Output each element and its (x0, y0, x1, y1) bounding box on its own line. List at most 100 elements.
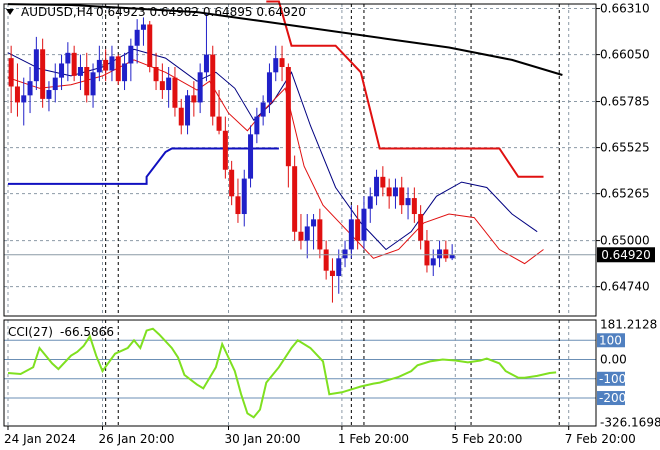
candle (52, 63, 58, 103)
candle-body (178, 107, 184, 126)
candle (46, 81, 52, 112)
candle-body (285, 67, 291, 167)
candle-body (266, 72, 272, 103)
price-axis-label: 0.65785 (600, 95, 650, 109)
candle (342, 240, 348, 268)
current-price-value: 0.64920 (601, 248, 651, 262)
price-axis-label: 0.64740 (600, 280, 650, 294)
candle (241, 169, 247, 227)
candle (355, 205, 361, 250)
candle-body (304, 226, 310, 241)
trailing-stop-low (8, 147, 279, 185)
cci-axis-label: -100 (599, 372, 626, 386)
candle (40, 38, 46, 108)
candle (8, 45, 14, 114)
candle-body (424, 240, 430, 266)
candle (134, 19, 140, 64)
candle (279, 45, 285, 82)
cci-grid (4, 320, 596, 426)
current-price-box (597, 247, 655, 263)
candle-body (77, 67, 83, 76)
candle-body (292, 166, 298, 232)
cci-level-tag (597, 391, 625, 406)
candle-body (229, 169, 235, 197)
event-lines (105, 4, 560, 426)
candle (411, 187, 417, 223)
candle (430, 249, 436, 277)
time-axis: 24 Jan 2024 26 Jan 20:00 30 Jan 20:00 1 Feb… (4, 426, 636, 446)
candle-body (109, 56, 115, 71)
candle-body (8, 58, 14, 87)
candle (140, 17, 146, 46)
candle (285, 63, 291, 188)
price-axis-label: 0.65265 (600, 187, 650, 201)
candle (336, 249, 342, 294)
candle (159, 63, 165, 99)
candle (437, 240, 443, 268)
candle (84, 52, 90, 103)
candle (443, 240, 449, 262)
candle (59, 54, 65, 91)
candle-body (248, 134, 254, 179)
candle (33, 36, 39, 91)
candle-body (311, 219, 317, 227)
candle (222, 116, 228, 179)
candle-body (399, 187, 405, 206)
price-axis-label: 0.65000 (600, 234, 650, 248)
collapse-triangle-icon[interactable] (6, 9, 14, 15)
candle (229, 160, 235, 206)
candle-body (418, 214, 424, 241)
candle-body (210, 54, 216, 117)
candle (185, 90, 191, 135)
candle (191, 81, 197, 117)
moving-averages (7, 3, 563, 265)
time-axis-label: 24 Jan 2024 (4, 432, 76, 446)
candle (424, 229, 430, 273)
candle-body (273, 58, 279, 73)
candle-body (40, 49, 46, 99)
candle (166, 67, 172, 108)
price-axis-label: 0.65525 (600, 141, 650, 155)
candle (14, 63, 20, 117)
price-panel-frame (3, 3, 597, 317)
candle (65, 42, 71, 82)
cci-level-tag (597, 371, 625, 386)
candle (203, 13, 209, 82)
candle (153, 52, 159, 91)
candle-body (374, 176, 380, 197)
candle-body (235, 196, 241, 215)
candle (71, 45, 77, 82)
candle-body (14, 86, 20, 103)
candle-body (367, 196, 373, 209)
candle (298, 214, 304, 250)
candle-body (430, 258, 436, 266)
candle (90, 63, 96, 108)
candle-body (317, 219, 323, 250)
candle-body (33, 49, 39, 82)
candle-body (279, 58, 285, 67)
trailing-stops (8, 0, 544, 185)
cci-axis-label: 181.2128 (600, 318, 657, 332)
candle-body (185, 95, 191, 126)
current-price-tag: 0.64920 (597, 247, 655, 263)
candle-body (90, 72, 96, 96)
candle (27, 67, 33, 114)
candle (405, 187, 411, 220)
candle-body (355, 219, 361, 241)
candle-body (386, 187, 392, 197)
candle-body (153, 67, 159, 82)
candle-body (342, 249, 348, 259)
candle-body (443, 249, 449, 259)
cci-axis-label: -200 (599, 391, 626, 405)
candle (304, 214, 310, 259)
time-axis-label: 7 Feb 20:00 (565, 432, 636, 446)
candle-body (46, 90, 52, 99)
candle (147, 20, 153, 73)
candle-body (21, 95, 27, 103)
candle (178, 98, 184, 135)
candle (216, 90, 222, 135)
candle (348, 205, 354, 259)
symbol-label: AUDUSD,H4 (21, 5, 93, 19)
cci-line-group (7, 327, 557, 419)
candle (317, 208, 323, 259)
